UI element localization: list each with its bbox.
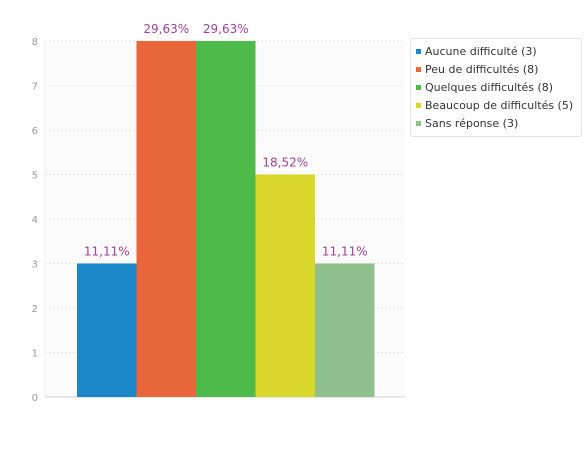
y-tick-label: 2 bbox=[32, 304, 38, 315]
y-tick-label: 7 bbox=[32, 82, 38, 93]
y-tick-label: 4 bbox=[32, 215, 38, 226]
bar[interactable] bbox=[136, 41, 197, 397]
legend-swatch bbox=[416, 66, 421, 72]
legend-swatch bbox=[416, 48, 421, 54]
legend-swatch bbox=[416, 102, 421, 108]
data-labels: 11,11% 29,63% 29,63% 18,52% 11,11% bbox=[84, 22, 368, 259]
bars bbox=[77, 41, 375, 397]
legend-item[interactable]: Aucune difficulté (3) bbox=[411, 42, 581, 60]
legend: Aucune difficulté (3) Peu de difficultés … bbox=[410, 38, 582, 137]
data-label: 29,63% bbox=[203, 22, 249, 36]
legend-item[interactable]: Beaucoup de difficultés (5) bbox=[411, 96, 581, 114]
data-label: 11,11% bbox=[322, 245, 368, 259]
data-label: 18,52% bbox=[262, 156, 308, 170]
bar[interactable] bbox=[255, 174, 316, 398]
legend-label: Aucune difficulté (3) bbox=[425, 44, 537, 58]
data-label: 29,63% bbox=[143, 22, 189, 36]
legend-item[interactable]: Sans réponse (3) bbox=[411, 114, 581, 132]
legend-item[interactable]: Peu de difficultés (8) bbox=[411, 60, 581, 78]
legend-label: Beaucoup de difficultés (5) bbox=[425, 98, 574, 112]
y-tick-label: 8 bbox=[32, 37, 38, 48]
legend-item[interactable]: Quelques difficultés (8) bbox=[411, 78, 581, 96]
y-tick-label: 1 bbox=[32, 349, 38, 360]
bar[interactable] bbox=[196, 41, 256, 397]
legend-label: Quelques difficultés (8) bbox=[425, 80, 554, 94]
y-tick-label: 6 bbox=[32, 126, 38, 137]
bar[interactable] bbox=[77, 263, 137, 398]
legend-swatch bbox=[416, 120, 421, 126]
legend-label: Peu de difficultés (8) bbox=[425, 62, 539, 76]
legend-label: Sans réponse (3) bbox=[425, 116, 519, 130]
y-tick-label: 3 bbox=[32, 260, 38, 271]
bar[interactable] bbox=[315, 263, 375, 398]
data-label: 11,11% bbox=[84, 245, 130, 259]
legend-swatch bbox=[416, 84, 421, 90]
y-tick-label: 0 bbox=[32, 393, 38, 404]
y-tick-label: 5 bbox=[32, 171, 38, 182]
